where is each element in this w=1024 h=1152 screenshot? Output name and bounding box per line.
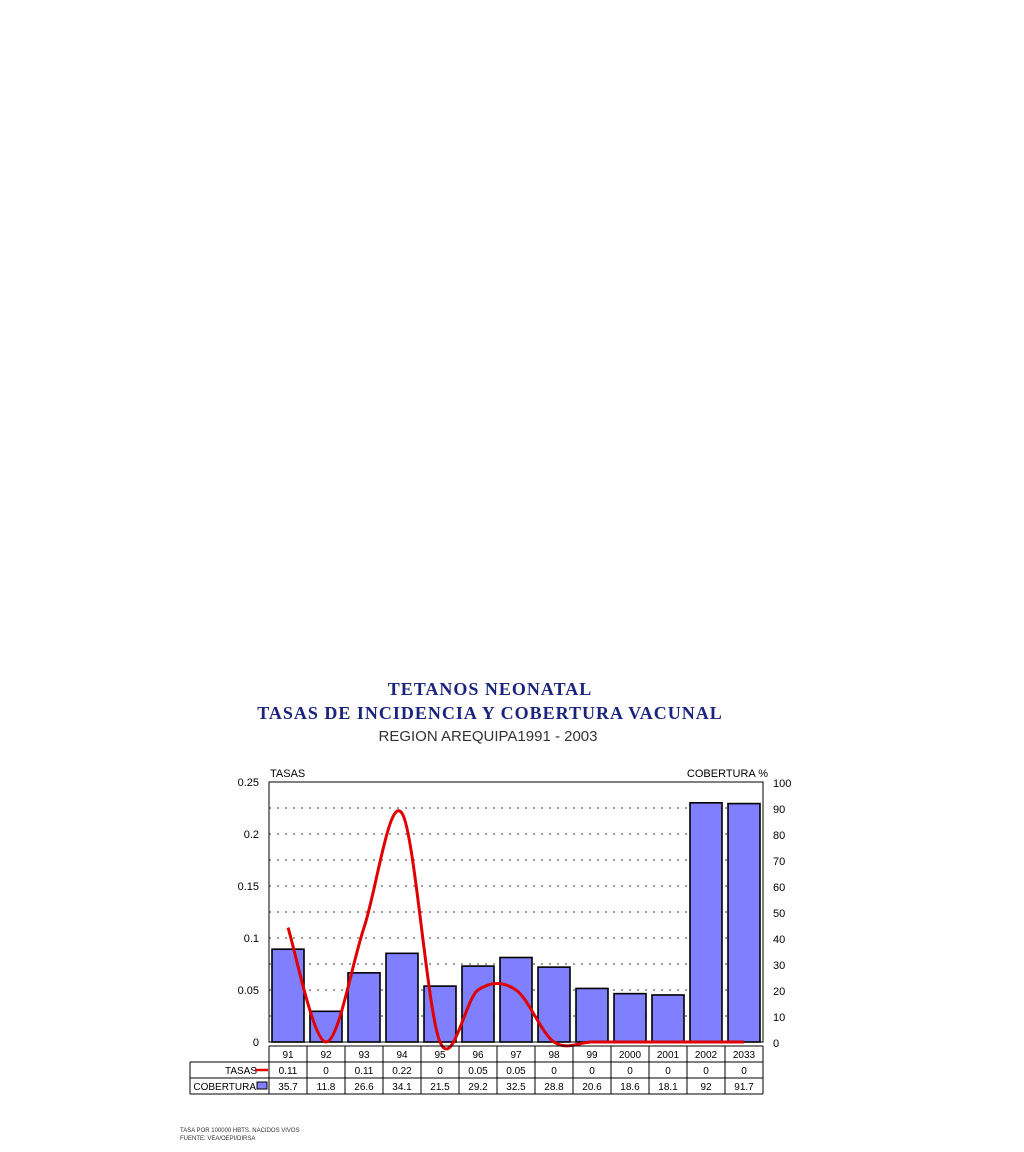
category-label: 2033 (733, 1050, 756, 1061)
category-label: 96 (472, 1050, 484, 1061)
legend-tasas-label: TASAS (225, 1066, 257, 1077)
cobertura-data-label: 32.5 (506, 1082, 526, 1093)
tasas-data-label: 0.11 (279, 1066, 298, 1077)
bar-cobertura (347, 972, 381, 1043)
bar-cobertura (727, 802, 761, 1043)
bar-cobertura (461, 965, 495, 1043)
category-label: 92 (320, 1050, 332, 1061)
tasas-data-label: 0 (665, 1066, 671, 1077)
right-tick-label: 40 (773, 934, 785, 946)
category-label: 98 (548, 1050, 560, 1061)
category-label: 2002 (695, 1050, 718, 1061)
category-label: 2000 (619, 1050, 642, 1061)
chart-title: TETANOS NEONATAL (387, 679, 593, 699)
tasas-data-label: 0 (323, 1066, 329, 1077)
category-label: 91 (282, 1050, 294, 1061)
category-label: 93 (358, 1050, 370, 1061)
cobertura-data-label: 92 (700, 1082, 712, 1093)
chart-region-line: REGION AREQUIPA1991 - 2003 (378, 728, 598, 745)
line-tasas (286, 809, 744, 1051)
right-tick-label: 70 (773, 856, 785, 868)
tasas-data-label: 0 (551, 1066, 557, 1077)
left-tick-label: 0.1 (244, 933, 259, 945)
bar-cobertura (613, 992, 647, 1043)
right-tick-label: 20 (773, 986, 785, 998)
left-tick-label: 0.05 (238, 985, 259, 997)
tasas-data-label: 0 (589, 1066, 595, 1077)
bar-cobertura (575, 987, 609, 1043)
right-axis-label: COBERTURA % (687, 768, 768, 780)
cobertura-data-label: 91.7 (734, 1082, 754, 1093)
tasas-data-label: 0.22 (392, 1066, 412, 1077)
tasas-data-label: 0 (741, 1066, 747, 1077)
footnote-rate: TASA POR 100000 HBTS. NACIDOS VIVOS (180, 1128, 300, 1134)
tasas-data-label: 0 (627, 1066, 633, 1077)
cobertura-data-label: 11.8 (317, 1082, 336, 1093)
bar-cobertura (385, 952, 419, 1043)
right-tick-label: 0 (773, 1038, 779, 1050)
chart-subtitle: TASAS DE INCIDENCIA Y COBERTURA VACUNAL (257, 703, 723, 723)
tasas-data-label: 0 (703, 1066, 709, 1077)
category-label: 94 (396, 1050, 408, 1061)
right-tick-label: 50 (773, 908, 785, 920)
cobertura-data-label: 29.2 (468, 1082, 488, 1093)
bar-cobertura (689, 801, 723, 1043)
legend-cobertura-label: COBERTURA (193, 1082, 256, 1093)
cobertura-data-label: 26.6 (354, 1082, 374, 1093)
cobertura-data-label: 35.7 (278, 1082, 298, 1093)
right-tick-label: 60 (773, 882, 785, 894)
legend-cobertura-key (256, 1081, 268, 1090)
tasas-data-label: 0.05 (506, 1066, 526, 1077)
bar-cobertura (499, 956, 533, 1043)
left-tick-label: 0.25 (238, 777, 259, 789)
category-label: 2001 (657, 1050, 680, 1061)
cobertura-data-label: 20.6 (582, 1082, 602, 1093)
left-tick-label: 0.15 (238, 881, 259, 893)
tasas-data-label: 0 (437, 1066, 443, 1077)
cobertura-data-label: 18.6 (620, 1082, 640, 1093)
tasas-data-label: 0.05 (468, 1066, 488, 1077)
cobertura-data-label: 34.1 (392, 1082, 412, 1093)
left-tick-label: 0 (253, 1037, 259, 1049)
bar-cobertura (271, 948, 305, 1043)
category-label: 97 (510, 1050, 522, 1061)
category-label: 99 (586, 1050, 598, 1061)
right-tick-label: 30 (773, 960, 785, 972)
left-axis-label: TASAS (270, 768, 305, 780)
cobertura-data-label: 18.1 (658, 1082, 678, 1093)
right-tick-label: 10 (773, 1012, 785, 1024)
footnote-source: FUENTE: VEA/OEPI/DIRSA (180, 1136, 256, 1142)
bar-cobertura (651, 994, 685, 1043)
right-tick-label: 100 (773, 778, 791, 790)
cobertura-data-label: 28.8 (544, 1082, 564, 1093)
category-label: 95 (434, 1050, 446, 1061)
right-tick-label: 80 (773, 830, 785, 842)
left-tick-label: 0.2 (244, 829, 259, 841)
right-tick-label: 90 (773, 804, 785, 816)
tasas-data-label: 0.11 (355, 1066, 374, 1077)
cobertura-data-label: 21.5 (430, 1082, 450, 1093)
